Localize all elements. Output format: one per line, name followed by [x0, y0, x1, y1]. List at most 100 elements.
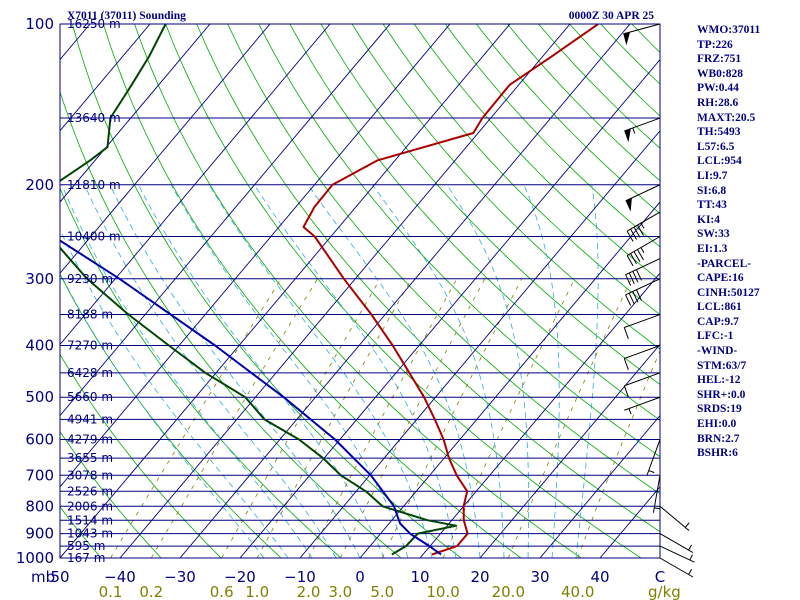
wind-barb	[659, 505, 690, 532]
height-label: 2006 m	[67, 499, 113, 513]
moist-adiabat	[446, 184, 530, 558]
pressure-label: 800	[25, 497, 54, 515]
height-label: 13640 m	[67, 111, 121, 125]
height-label: 1514 m	[67, 513, 113, 527]
index-item: BRN:2.7	[697, 432, 740, 445]
index-item: LCL:861	[697, 301, 742, 314]
mixing-ratio-unit: g/kg	[648, 583, 681, 600]
height-label: 3078 m	[67, 468, 113, 482]
parcel-profile	[60, 239, 442, 556]
moist-adiabat	[253, 184, 457, 558]
sounding-indices: WMO:37011 TP:226 FRZ:751 WB0:828 PW:0.44 RH:2…	[697, 23, 800, 461]
wind-barb	[652, 475, 661, 513]
index-item: STM:63/7	[697, 359, 747, 372]
index-item: HEL:-12	[697, 374, 741, 387]
moist-adiabat	[61, 184, 313, 558]
index-item: EI:1.3	[697, 242, 728, 255]
sounding-profiles	[60, 24, 599, 556]
dry-adiabat	[72, 24, 462, 558]
valid-time: 0000Z 30 APR 25	[569, 10, 655, 22]
wind-barb	[626, 236, 661, 267]
temperature-label: C	[655, 568, 665, 586]
mixing-ratio-label: 2.0	[297, 583, 321, 600]
index-item: LCL:954	[697, 155, 742, 168]
pressure-label: 300	[25, 270, 54, 288]
index-item: L57:6.5	[697, 140, 735, 153]
index-item: EHI:0.0	[697, 418, 737, 431]
height-label: 4279 m	[67, 433, 113, 447]
isotherm	[60, 24, 331, 346]
temperature-label: −20	[224, 568, 256, 586]
isotherm	[479, 343, 660, 558]
index-item: SHR+:0.0	[697, 388, 746, 401]
chart-title: X7011 (37011) Sounding	[67, 10, 186, 22]
wind-barbs	[623, 23, 695, 578]
height-label: 3655 m	[67, 451, 113, 465]
isotherm	[60, 24, 451, 488]
pressure-label: 1000	[16, 549, 54, 567]
wind-barb	[623, 345, 661, 370]
isotherm	[299, 130, 660, 558]
moist-adiabat	[372, 184, 505, 558]
index-item: KI:4	[697, 213, 720, 226]
index-item: TP:226	[697, 38, 733, 51]
mixing-ratio-label: 20.0	[492, 583, 525, 600]
isotherm	[179, 24, 631, 558]
wind-barb	[626, 211, 661, 242]
index-item: CINH:50127	[697, 286, 760, 299]
wind-barb	[625, 184, 661, 212]
pressure-label: 200	[25, 176, 54, 194]
wind-barb	[625, 258, 661, 286]
temperature-label: −40	[104, 568, 136, 586]
mixing-ratio-line	[577, 349, 660, 558]
index-item: RH:28.6	[697, 96, 739, 109]
isotherm	[239, 58, 660, 558]
wind-barb	[646, 439, 661, 476]
index-item: CAPE:16	[697, 272, 744, 285]
wind-barb	[659, 557, 694, 578]
wind-barb	[625, 278, 661, 306]
moist-adiabat	[523, 184, 560, 558]
mixing-ratio-line	[381, 278, 523, 558]
mixing-ratio-label: 3.0	[328, 583, 352, 600]
isotherm	[419, 272, 660, 558]
isotherm	[60, 24, 151, 132]
mixing-ratio-label: 40.0	[561, 583, 594, 600]
index-item: TT:43	[697, 199, 727, 212]
isotherm	[60, 24, 271, 274]
mixing-ratio-label: 0.6	[210, 583, 234, 600]
index-item: WMO:37011	[697, 24, 761, 36]
height-label: 167 m	[67, 551, 105, 565]
height-label: 16250 m	[67, 17, 121, 31]
height-label: 6428 m	[67, 366, 113, 380]
pressure-axis-labels: 100 200 300 400 500 600 700 800 900 1000	[16, 15, 54, 567]
temperature-label: −10	[284, 568, 316, 586]
mixing-ratio-line	[442, 278, 576, 558]
pressure-label: 400	[25, 337, 54, 355]
mixing-ratio-label: 0.1	[99, 583, 123, 600]
dry-adiabat	[165, 24, 642, 558]
isotherm	[119, 24, 571, 558]
height-labels: 16250 m 13640 m 11810 m 10400 m 9230 m 8188 m…	[67, 17, 121, 565]
pressure-label: 500	[25, 388, 54, 406]
isotherm	[359, 201, 660, 558]
mixing-ratio-labels: 0.1 0.2 0.6 1.0 2.0 3.0 5.0 10.0 20.0 40.0	[99, 583, 595, 600]
temperature-label: −30	[164, 568, 196, 586]
wind-barb	[659, 545, 695, 563]
moist-adiabat	[575, 184, 599, 558]
pressure-label: 100	[25, 15, 54, 33]
temperature-label: 40	[590, 568, 609, 586]
mixing-ratio-label: 10.0	[426, 583, 459, 600]
index-item: SW:33	[697, 228, 730, 241]
isotherm	[60, 24, 511, 558]
dewpoint-profile	[60, 24, 458, 556]
temperature-label: 10	[410, 568, 429, 586]
moist-adiabat	[208, 184, 433, 558]
index-item: FRZ:751	[697, 53, 742, 66]
pressure-label: 600	[25, 431, 54, 449]
mixing-ratio-label: 1.0	[245, 583, 269, 600]
index-item: -PARCEL-	[697, 257, 752, 270]
index-item: MAXT:20.5	[697, 111, 756, 124]
temperature-label: 0	[355, 568, 365, 586]
height-label: 11810 m	[67, 178, 121, 192]
